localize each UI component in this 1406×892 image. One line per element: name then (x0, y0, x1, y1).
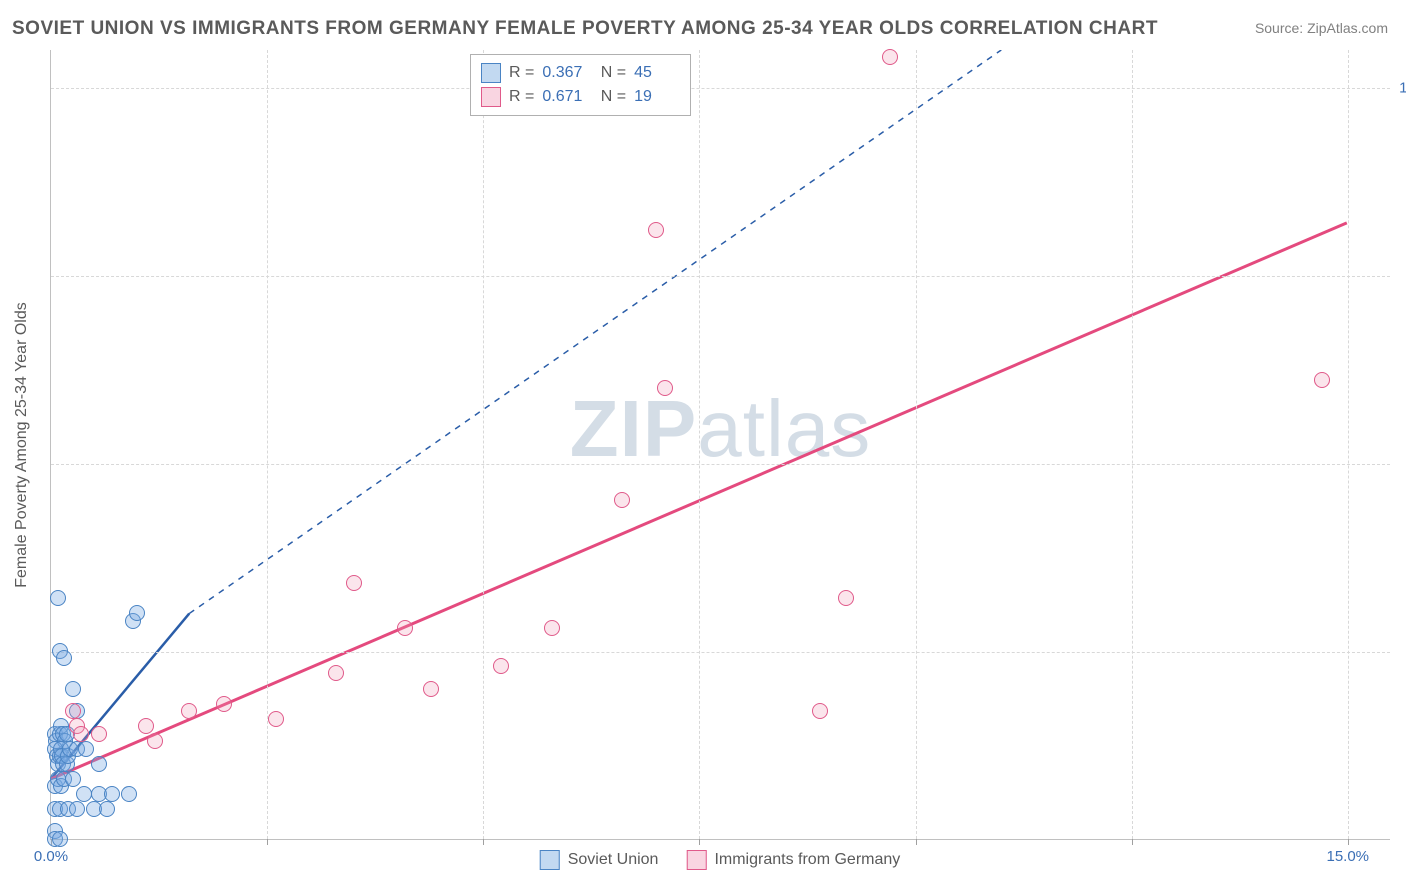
legend-item-germany: Immigrants from Germany (686, 850, 900, 870)
r-value-germany: 0.671 (542, 88, 588, 106)
xtick-mark (916, 839, 917, 845)
data-point (78, 741, 94, 757)
gridline-v (483, 50, 484, 839)
ytick-label: 100.0% (1399, 79, 1406, 96)
r-value-soviet: 0.367 (542, 64, 588, 82)
xtick-label: 15.0% (1326, 848, 1369, 865)
data-point (328, 665, 344, 681)
data-point (129, 605, 145, 621)
trend-lines-svg (51, 50, 1390, 839)
y-axis-label: Female Poverty Among 25-34 Year Olds (13, 302, 31, 588)
data-point (50, 590, 66, 606)
gridline-v (916, 50, 917, 839)
gridline-h (51, 276, 1390, 277)
chart-area: Female Poverty Among 25-34 Year Olds ZIP… (50, 50, 1390, 840)
legend-item-soviet: Soviet Union (540, 850, 659, 870)
swatch-pink-icon (686, 850, 706, 870)
legend-label-soviet: Soviet Union (568, 851, 659, 869)
plot-area: ZIPatlas 25.0%50.0%75.0%100.0%0.0%15.0% (50, 50, 1390, 840)
gridline-h (51, 464, 1390, 465)
data-point (147, 733, 163, 749)
watermark: ZIPatlas (570, 383, 871, 475)
data-point (65, 771, 81, 787)
stats-box: R = 0.367 N = 45 R = 0.671 N = 19 (470, 54, 691, 116)
swatch-pink-icon (481, 87, 501, 107)
data-point (216, 696, 232, 712)
data-point (544, 620, 560, 636)
gridline-v (1132, 50, 1133, 839)
data-point (657, 380, 673, 396)
data-point (181, 703, 197, 719)
data-point (52, 831, 68, 847)
data-point (76, 786, 92, 802)
gridline-v (1348, 50, 1349, 839)
data-point (812, 703, 828, 719)
xtick-mark (267, 839, 268, 845)
source-label: Source: ZipAtlas.com (1255, 20, 1388, 36)
stats-row-germany: R = 0.671 N = 19 (481, 85, 680, 109)
data-point (397, 620, 413, 636)
data-point (493, 658, 509, 674)
legend-label-germany: Immigrants from Germany (714, 851, 900, 869)
n-value-germany: 19 (634, 88, 680, 106)
data-point (614, 492, 630, 508)
xtick-mark (699, 839, 700, 845)
data-point (69, 801, 85, 817)
trendline-dashed (189, 50, 1001, 614)
swatch-blue-icon (540, 850, 560, 870)
xtick-mark (1348, 839, 1349, 845)
xtick-mark (483, 839, 484, 845)
data-point (91, 756, 107, 772)
data-point (423, 681, 439, 697)
data-point (1314, 372, 1330, 388)
n-value-soviet: 45 (634, 64, 680, 82)
data-point (91, 726, 107, 742)
data-point (65, 681, 81, 697)
data-point (268, 711, 284, 727)
data-point (56, 650, 72, 666)
data-point (882, 49, 898, 65)
gridline-h (51, 88, 1390, 89)
chart-title: SOVIET UNION VS IMMIGRANTS FROM GERMANY … (12, 18, 1158, 40)
legend-bottom: Soviet Union Immigrants from Germany (540, 850, 901, 870)
xtick-mark (1132, 839, 1133, 845)
data-point (138, 718, 154, 734)
data-point (346, 575, 362, 591)
data-point (648, 222, 664, 238)
data-point (99, 801, 115, 817)
gridline-v (699, 50, 700, 839)
gridline-h (51, 652, 1390, 653)
data-point (65, 703, 81, 719)
data-point (121, 786, 137, 802)
data-point (838, 590, 854, 606)
data-point (73, 726, 89, 742)
swatch-blue-icon (481, 63, 501, 83)
xtick-label: 0.0% (34, 848, 68, 865)
stats-row-soviet: R = 0.367 N = 45 (481, 61, 680, 85)
data-point (104, 786, 120, 802)
